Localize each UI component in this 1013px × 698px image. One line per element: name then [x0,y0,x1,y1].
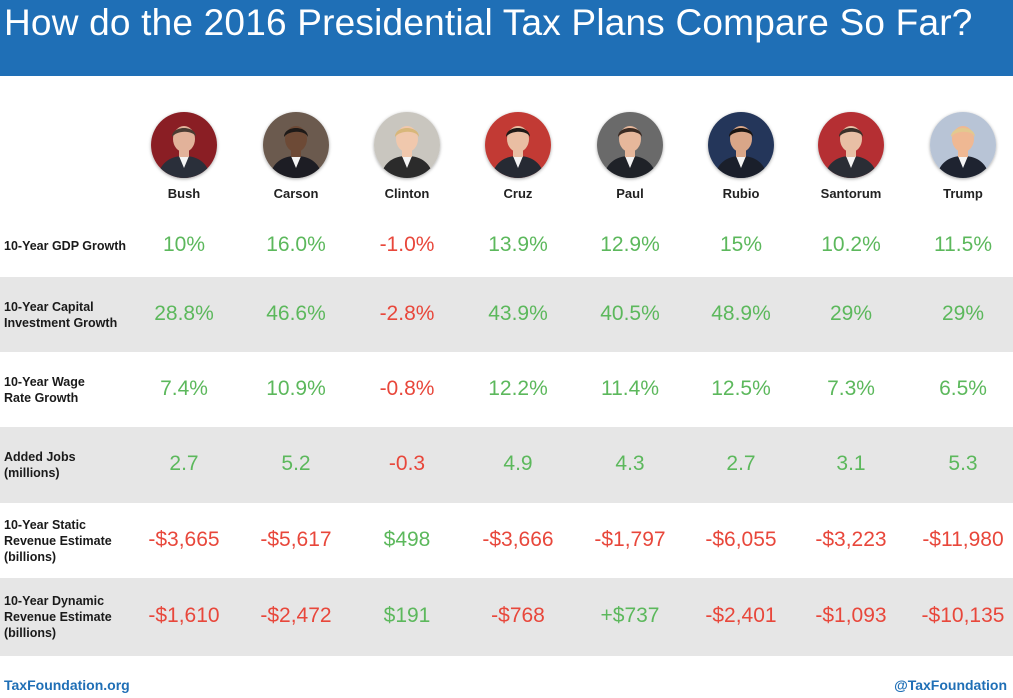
value-cell-paul: -$1,797 [594,527,666,551]
value-cell-santorum: 10.2% [821,232,881,256]
table-row [0,277,1013,352]
candidate-photo-bush [151,112,217,178]
value-cell-clinton: $498 [383,527,431,551]
candidate-name-rubio: Rubio [722,186,760,201]
value-cell-cruz: 4.9 [503,452,533,475]
value-cell-carson: 16.0% [266,232,326,256]
candidate-photo-rubio [708,112,774,178]
candidate-photo-santorum [818,112,884,178]
value-cell-bush: 28.8% [154,301,214,325]
value-cell-paul: 4.3 [615,452,645,475]
candidate-name-clinton: Clinton [384,186,430,201]
value-cell-clinton: $191 [383,604,431,627]
candidate-photo-paul [597,112,663,178]
value-cell-rubio: 12.5% [711,376,771,400]
value-cell-santorum: 7.3% [827,376,875,400]
value-cell-bush: -$3,665 [148,527,220,551]
row-label-line: (billions) [4,626,57,640]
candidate-name-paul: Paul [616,186,644,201]
candidate-name-carson: Carson [273,186,319,201]
value-cell-cruz: 13.9% [488,232,548,256]
value-cell-santorum: -$1,093 [815,604,887,627]
row-label-line: 10-Year Capital [4,299,94,314]
value-cell-trump: -$10,135 [921,604,1005,627]
row-label-line: (billions) [4,549,57,564]
row-label: 10-Year Capital Investment Growth [4,299,117,331]
row-label: Added Jobs (millions) [4,449,76,481]
row-label-line: 10-Year Static [4,517,86,532]
footer-social-handle[interactable]: @TaxFoundation [894,677,1007,693]
row-label: 10-Year Static Revenue Estimate (billions) [4,517,112,565]
value-cell-paul: 12.9% [600,232,660,256]
row-label: 10-Year Dynamic Revenue Estimate (billions… [4,593,112,641]
value-cell-carson: -$2,472 [260,604,332,627]
value-cell-paul: 40.5% [600,301,660,325]
value-cell-cruz: 43.9% [488,301,548,325]
candidate-name-santorum: Santorum [820,186,882,201]
row-label-line: 10-Year GDP Growth [4,238,127,253]
value-cell-paul: +$737 [600,604,660,627]
row-label-line: Investment Growth [4,315,118,330]
candidate-name-trump: Trump [943,186,983,201]
value-cell-bush: 7.4% [160,376,208,400]
candidate-name-cruz: Cruz [503,186,533,201]
table-row [0,578,1013,656]
value-cell-rubio: 48.9% [711,301,771,325]
table-row [0,427,1013,503]
value-cell-clinton: -2.8% [379,301,435,325]
value-cell-clinton: -1.0% [379,232,435,256]
value-cell-santorum: -$3,223 [815,527,887,551]
value-cell-paul: 11.4% [601,376,659,400]
row-label-line: Rate Growth [4,390,79,405]
row-label-line: Added Jobs [4,450,76,464]
value-cell-trump: -$11,980 [922,527,1004,551]
value-cell-trump: 5.3 [948,452,978,475]
value-cell-cruz: -$768 [491,604,545,627]
candidate-photo-carson [263,112,329,178]
value-cell-bush: -$1,610 [148,604,220,627]
value-cell-rubio: 15% [719,232,763,256]
page-title: How do the 2016 Presidential Tax Plans C… [4,2,973,43]
value-cell-cruz: -$3,666 [482,527,554,551]
row-label: 10-Year GDP Growth [4,238,126,254]
value-cell-trump: 11.5% [934,232,992,256]
value-cell-rubio: -$6,055 [705,527,777,551]
value-cell-carson: 5.2 [281,452,311,475]
footer-website-link[interactable]: TaxFoundation.org [4,677,130,693]
value-cell-cruz: 12.2% [488,376,548,400]
value-cell-clinton: -0.8% [379,376,435,400]
header-bar: How do the 2016 Presidential Tax Plans C… [0,0,1013,76]
value-cell-bush: 10% [162,232,206,256]
value-cell-bush: 2.7 [169,452,199,475]
value-cell-rubio: 2.7 [726,452,756,475]
candidate-photo-cruz [485,112,551,178]
value-cell-carson: -$5,617 [260,527,332,551]
row-label-line: Revenue Estimate [4,533,112,548]
row-label-line: 10-Year Wage [4,374,85,389]
value-cell-clinton: -0.3 [388,452,426,475]
candidate-photo-trump [930,112,996,178]
candidate-photo-clinton [374,112,440,178]
value-cell-rubio: -$2,401 [705,604,777,627]
value-cell-carson: 10.9% [266,376,326,400]
row-label-line: (millions) [4,466,60,480]
row-label-line: Revenue Estimate [4,610,112,624]
value-cell-santorum: 3.1 [836,452,866,475]
candidate-name-bush: Bush [167,186,201,201]
value-cell-santorum: 29% [829,301,873,325]
value-cell-carson: 46.6% [266,301,326,325]
value-cell-trump: 6.5% [939,376,987,400]
row-label: 10-Year Wage Rate Growth [4,374,85,406]
value-cell-trump: 29% [941,301,985,325]
row-label-line: 10-Year Dynamic [4,594,105,608]
